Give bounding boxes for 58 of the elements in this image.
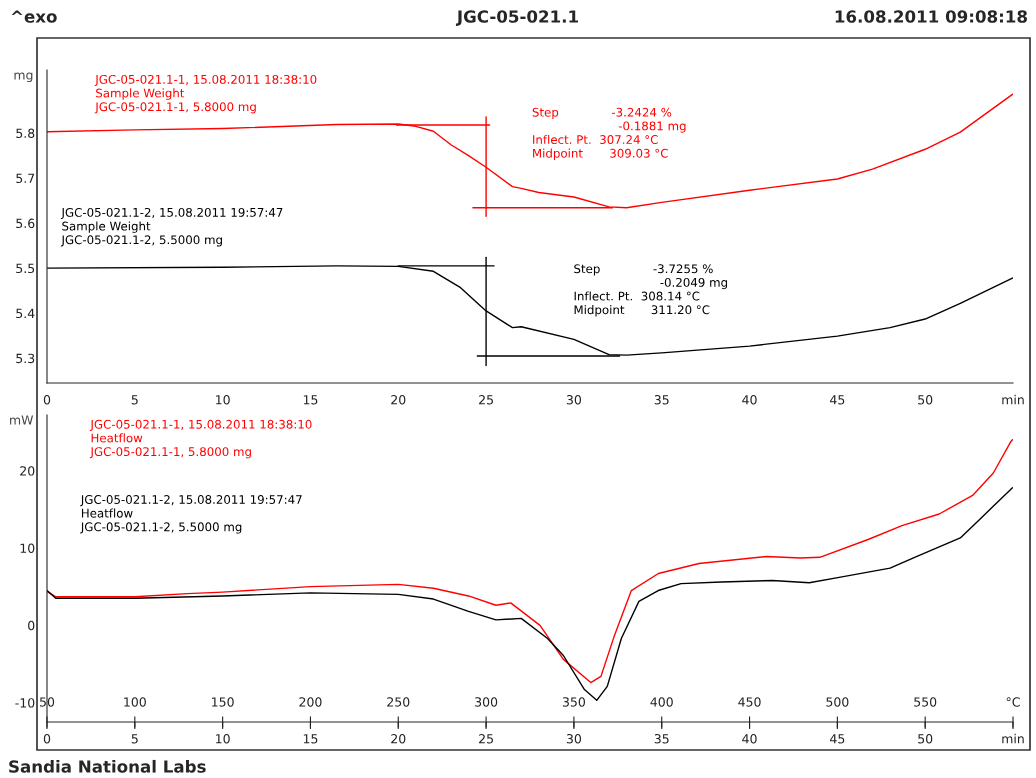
x-tick-label: min: [1002, 394, 1024, 405]
x-tick-label: 25: [479, 395, 493, 405]
text: JGC-05-021.1-2, 15.08.2011 19:57:47 Heatflow JGC-05-021.1-2, 5.5000 mg: [80, 495, 302, 534]
x-tick-label: 30: [566, 395, 582, 405]
x-tick-label: 20: [391, 734, 406, 744]
x-tick-label: 5: [131, 395, 138, 405]
y-tick-label: 0: [28, 620, 35, 631]
x-tick-label: 10: [216, 395, 230, 405]
y-tick-label: 10: [20, 543, 35, 553]
x-tick-label: 20: [391, 395, 406, 405]
x-tick-label: 40: [742, 734, 757, 744]
y-tick-label: 5.5: [16, 263, 35, 274]
x-tick-label: 50: [918, 395, 933, 405]
x-tick-label: 30: [566, 734, 582, 744]
x-tick-label: 10: [216, 734, 230, 744]
x2-tick-label: 300: [475, 697, 498, 707]
annotation: Step -3.2424 % -0.1881 mg Inflect. Pt. 307.24 °C Midpoint 309.03 °C: [532, 107, 686, 160]
x-tick-label: 50: [918, 734, 933, 744]
y-axis-title: mW: [10, 415, 34, 425]
x-tick-label: 35: [654, 395, 669, 405]
x2-tick-label: 150: [212, 697, 234, 707]
y-tick-label: 5.7: [16, 173, 35, 184]
x2-tick-label: 550: [914, 697, 937, 707]
x-tick-label: 15: [303, 395, 318, 405]
series-label: JGC-05-021.1-2, 15.08.2011 19:57:47 Sample Weight JGC-05-021.1-2, 5.5000 mg: [60, 207, 283, 247]
x-tick-label: 15: [303, 734, 318, 744]
series-label: JGC-05-021.1-1, 15.08.2011 18:38:10 Sample Weight JGC-05-021.1-1, 5.8000 mg: [94, 74, 317, 114]
y-tick-label: -10: [15, 698, 35, 708]
text: Sandia National Labs: [9, 759, 206, 773]
x2-tick-label: 200: [299, 697, 322, 707]
y-tick-label: 5.8: [16, 128, 35, 138]
x-tick-label: 0: [43, 395, 51, 405]
y-tick-label: 5.3: [16, 353, 35, 364]
x2-tick-label: 500: [826, 697, 849, 707]
text: JGC-05-021.1-1, 15.08.2011 18:38:10 Heatflow JGC-05-021.1-1, 5.8000 mg: [89, 419, 312, 459]
y-tick-label: 5.4: [16, 308, 35, 319]
x2-tick-label: 350: [562, 697, 586, 707]
x-tick-label: 35: [654, 734, 669, 744]
x2-tick-label: 250: [387, 697, 410, 707]
x2-tick-label: °C: [1006, 697, 1020, 707]
x-tick-label: min: [1002, 733, 1024, 744]
x2-tick-label: 450: [738, 697, 761, 707]
x-tick-label: 45: [830, 395, 845, 405]
x-tick-label: 45: [830, 734, 845, 744]
annotation: Step -3.7255 % -0.2049 mg Inflect. Pt. 308.14 °C Midpoint 311.20 °C: [574, 264, 728, 317]
x-tick-label: 25: [479, 734, 493, 744]
text: ^exo: [11, 10, 57, 23]
text: 16.08.2011 09:08:18: [835, 10, 1027, 23]
chart-title: JGC-05-021.1: [455, 10, 578, 26]
x-tick-label: 0: [43, 734, 51, 744]
x2-tick-label: 50: [40, 697, 55, 707]
x-tick-label: 5: [131, 734, 138, 744]
x2-tick-label: 100: [124, 697, 146, 707]
y-tick-label: 20: [20, 466, 35, 476]
x-tick-label: 40: [742, 395, 757, 405]
y-tick-label: 5.6: [16, 218, 35, 229]
y-axis-title: mg: [14, 72, 33, 83]
x2-tick-label: 400: [650, 697, 673, 707]
